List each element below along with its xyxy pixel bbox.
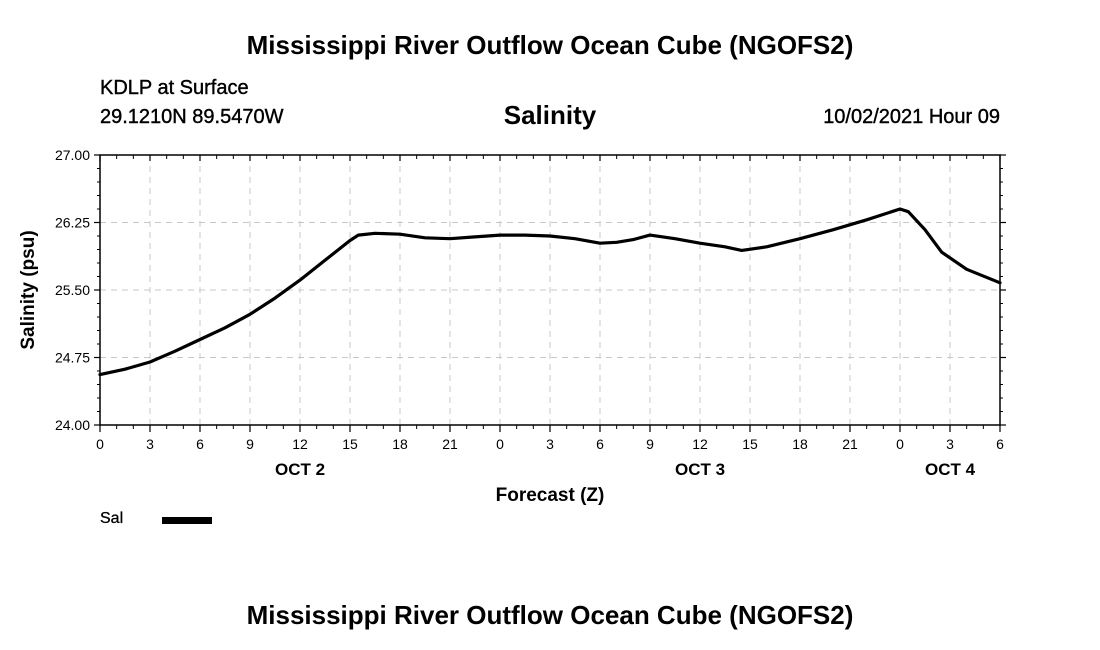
y-tick-label: 25.50 <box>55 282 90 298</box>
x-tick-label: 9 <box>246 436 254 452</box>
y-tick-label: 27.00 <box>55 147 90 163</box>
y-tick-label: 24.75 <box>55 350 90 366</box>
x-tick-label: 0 <box>496 436 504 452</box>
station-label: KDLP at Surface <box>100 77 249 99</box>
x-tick-label: 12 <box>692 436 708 452</box>
x-tick-label: 6 <box>996 436 1004 452</box>
x-day-label: OCT 4 <box>925 460 976 479</box>
x-day-label: OCT 3 <box>675 460 725 479</box>
variable-title: Salinity <box>503 100 597 130</box>
x-axis-title: Forecast (Z) <box>496 485 605 506</box>
x-tick-label: 15 <box>342 436 358 452</box>
axis-labels: 0 3 6 9 12 15 18 21 0 3 6 9 12 15 18 21 0 3 6 OCT 2 OCT 3 OCT… <box>18 147 1004 506</box>
series-line-sal <box>98 207 1002 377</box>
x-tick-label: 12 <box>292 436 308 452</box>
station-coordinates: 29.1210N 89.5470W <box>100 106 284 128</box>
x-tick-label: 3 <box>146 436 154 452</box>
x-tick-label: 15 <box>742 436 758 452</box>
footer-title: Mississippi River Outflow Ocean Cube (NG… <box>246 600 854 630</box>
x-tick-label: 3 <box>546 436 554 452</box>
x-tick-label: 18 <box>392 436 408 452</box>
x-tick-label: 3 <box>946 436 954 452</box>
axes <box>94 154 1006 432</box>
legend-label-sal: Sal <box>100 510 124 527</box>
y-axis-title: Salinity (psu) <box>18 230 39 349</box>
x-day-label: OCT 2 <box>275 460 325 479</box>
forecast-datetime: 10/02/2021 Hour 09 <box>823 106 1000 128</box>
x-tick-label: 21 <box>842 436 858 452</box>
x-tick-label: 9 <box>646 436 654 452</box>
x-tick-label: 6 <box>596 436 604 452</box>
x-tick-label: 21 <box>442 436 458 452</box>
y-tick-label: 26.25 <box>55 215 90 231</box>
legend-swatch-sal <box>162 517 212 524</box>
y-tick-label: 24.00 <box>55 417 90 433</box>
chart-title: Mississippi River Outflow Ocean Cube (NG… <box>246 30 854 60</box>
x-tick-label: 18 <box>792 436 808 452</box>
x-tick-label: 0 <box>896 436 904 452</box>
x-tick-label: 6 <box>196 436 204 452</box>
grid-lines <box>100 155 1000 425</box>
series-layer <box>98 207 1002 377</box>
x-tick-label: 0 <box>96 436 104 452</box>
